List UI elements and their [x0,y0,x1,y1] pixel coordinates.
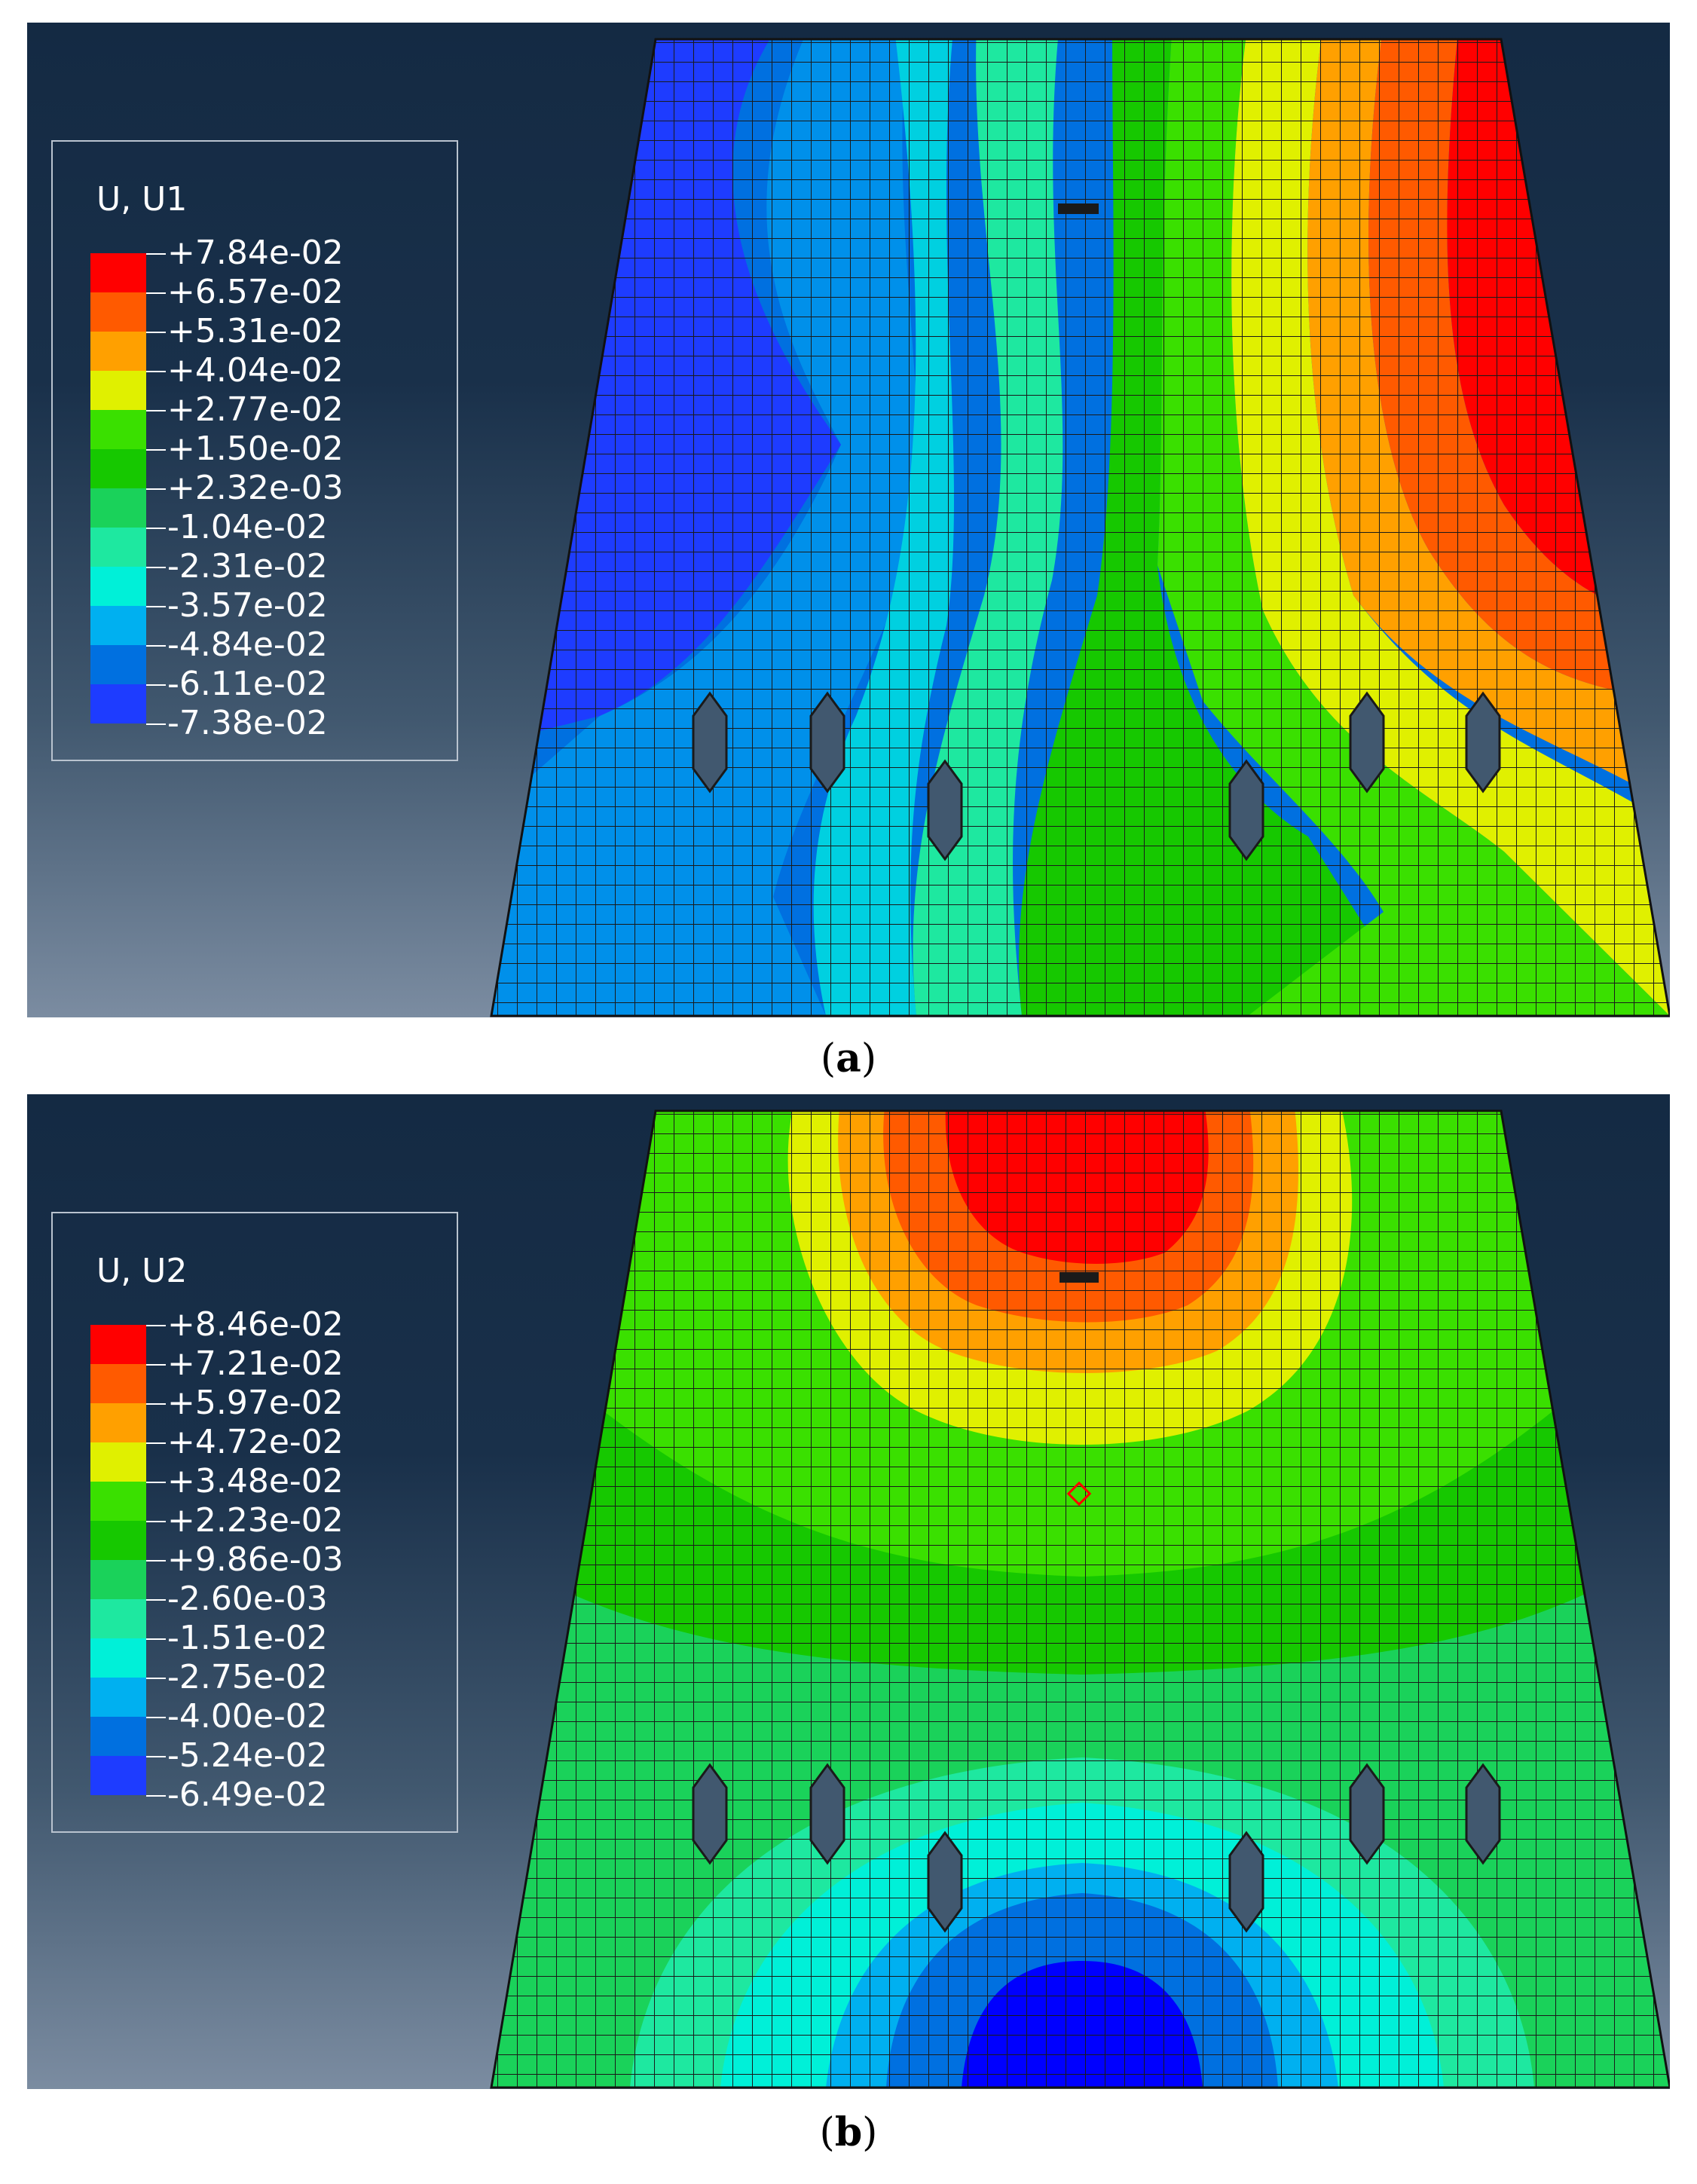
caption-paren: ) [861,1036,877,1081]
caption-paren: ( [819,2110,835,2155]
caption-letter: b [834,2109,863,2155]
legend-swatch [90,1482,146,1521]
legend-tick [146,1795,166,1797]
legend-swatch [90,1325,146,1364]
legend-value: +8.46e-02 [167,1305,344,1344]
legend-value: +1.50e-02 [167,430,344,468]
legend-value: -1.04e-02 [167,508,328,546]
legend-tick [146,410,166,411]
legend-tick [146,606,166,607]
legend-swatch [90,1638,146,1678]
legend-swatch [90,1521,146,1560]
legend-tick [146,1560,166,1562]
legend-tick [146,1482,166,1483]
legend-tick [146,292,166,294]
legend-value: +2.77e-02 [167,390,344,429]
legend-tick [146,1756,166,1757]
legend-tick [146,1442,166,1444]
legend-tick [146,1638,166,1640]
legend-tick [146,253,166,255]
legend-swatch [90,292,146,332]
legend-swatch [90,606,146,645]
legend-value: -2.31e-02 [167,547,328,586]
legend-swatch [90,528,146,567]
legend-title: U, U1 [96,180,188,219]
legend-tick [146,1599,166,1601]
legend-tick [146,1325,166,1326]
legend-swatch [90,488,146,528]
legend-u1: U, U1 +7.84e-02 +6.57e-02 +5.31e-02 +4.0… [51,140,458,761]
legend-tick [146,1403,166,1405]
fe-mesh-u2 [490,1109,1670,2089]
legend-swatch [90,567,146,606]
caption-paren: ) [862,2110,878,2155]
legend-tick [146,567,166,568]
legend-tick [146,449,166,451]
legend-value: -5.24e-02 [167,1736,328,1775]
legend-value: +3.48e-02 [167,1462,344,1500]
legend-value: -2.75e-02 [167,1658,328,1696]
legend-swatch [90,1364,146,1403]
legend-swatch [90,1599,146,1638]
legend-swatch [90,1756,146,1795]
legend-value: +2.32e-03 [167,469,344,507]
legend-tick [146,1521,166,1522]
legend-value: -4.00e-02 [167,1697,328,1736]
legend-swatch [90,1442,146,1482]
legend-value: -7.38e-02 [167,704,328,742]
legend-tick [146,723,166,725]
legend-tick [146,1364,166,1366]
contour-plot-u1: U, U1 +7.84e-02 +6.57e-02 +5.31e-02 +4.0… [27,23,1670,1017]
caption-paren: ( [820,1036,836,1081]
figure-caption-b: (b) [0,2106,1697,2159]
legend-value: +5.31e-02 [167,312,344,350]
legend-u2: U, U2 +8.46e-02 +7.21e-02 +5.97e-02 +4.7… [51,1212,458,1833]
legend-swatch [90,1717,146,1756]
legend-tick [146,645,166,647]
legend-swatch [90,332,146,371]
legend-value: -1.51e-02 [167,1619,328,1657]
legend-value: +6.57e-02 [167,273,344,311]
legend-tick [146,684,166,686]
legend-swatch [90,1403,146,1442]
legend-swatch [90,1560,146,1599]
fe-mesh-u1 [490,38,1670,1017]
legend-value: +2.23e-02 [167,1501,344,1540]
legend-value: +7.84e-02 [167,234,344,272]
contour-plot-u2: U, U2 +8.46e-02 +7.21e-02 +5.97e-02 +4.7… [27,1094,1670,2089]
figure-caption-a: (a) [0,1032,1697,1085]
legend-swatch [90,684,146,723]
legend-swatch [90,1678,146,1717]
legend-value: -2.60e-03 [167,1580,328,1618]
legend-tick [146,371,166,372]
legend-value: -6.49e-02 [167,1776,328,1814]
legend-value: -4.84e-02 [167,626,328,664]
legend-value: +4.72e-02 [167,1423,344,1461]
legend-title: U, U2 [96,1252,188,1290]
legend-value: +5.97e-02 [167,1384,344,1422]
legend-swatch [90,253,146,292]
legend-value: -6.11e-02 [167,665,328,703]
legend-tick [146,332,166,333]
legend-swatch [90,645,146,684]
legend-value: +4.04e-02 [167,351,344,390]
legend-swatch [90,371,146,410]
legend-swatch [90,410,146,449]
legend-value: -3.57e-02 [167,586,328,625]
legend-swatch [90,449,146,488]
legend-tick [146,488,166,490]
legend-tick [146,1678,166,1679]
legend-tick [146,1717,166,1718]
caption-letter: a [836,1035,861,1081]
legend-value: +9.86e-03 [167,1540,344,1579]
legend-value: +7.21e-02 [167,1344,344,1383]
legend-tick [146,528,166,529]
